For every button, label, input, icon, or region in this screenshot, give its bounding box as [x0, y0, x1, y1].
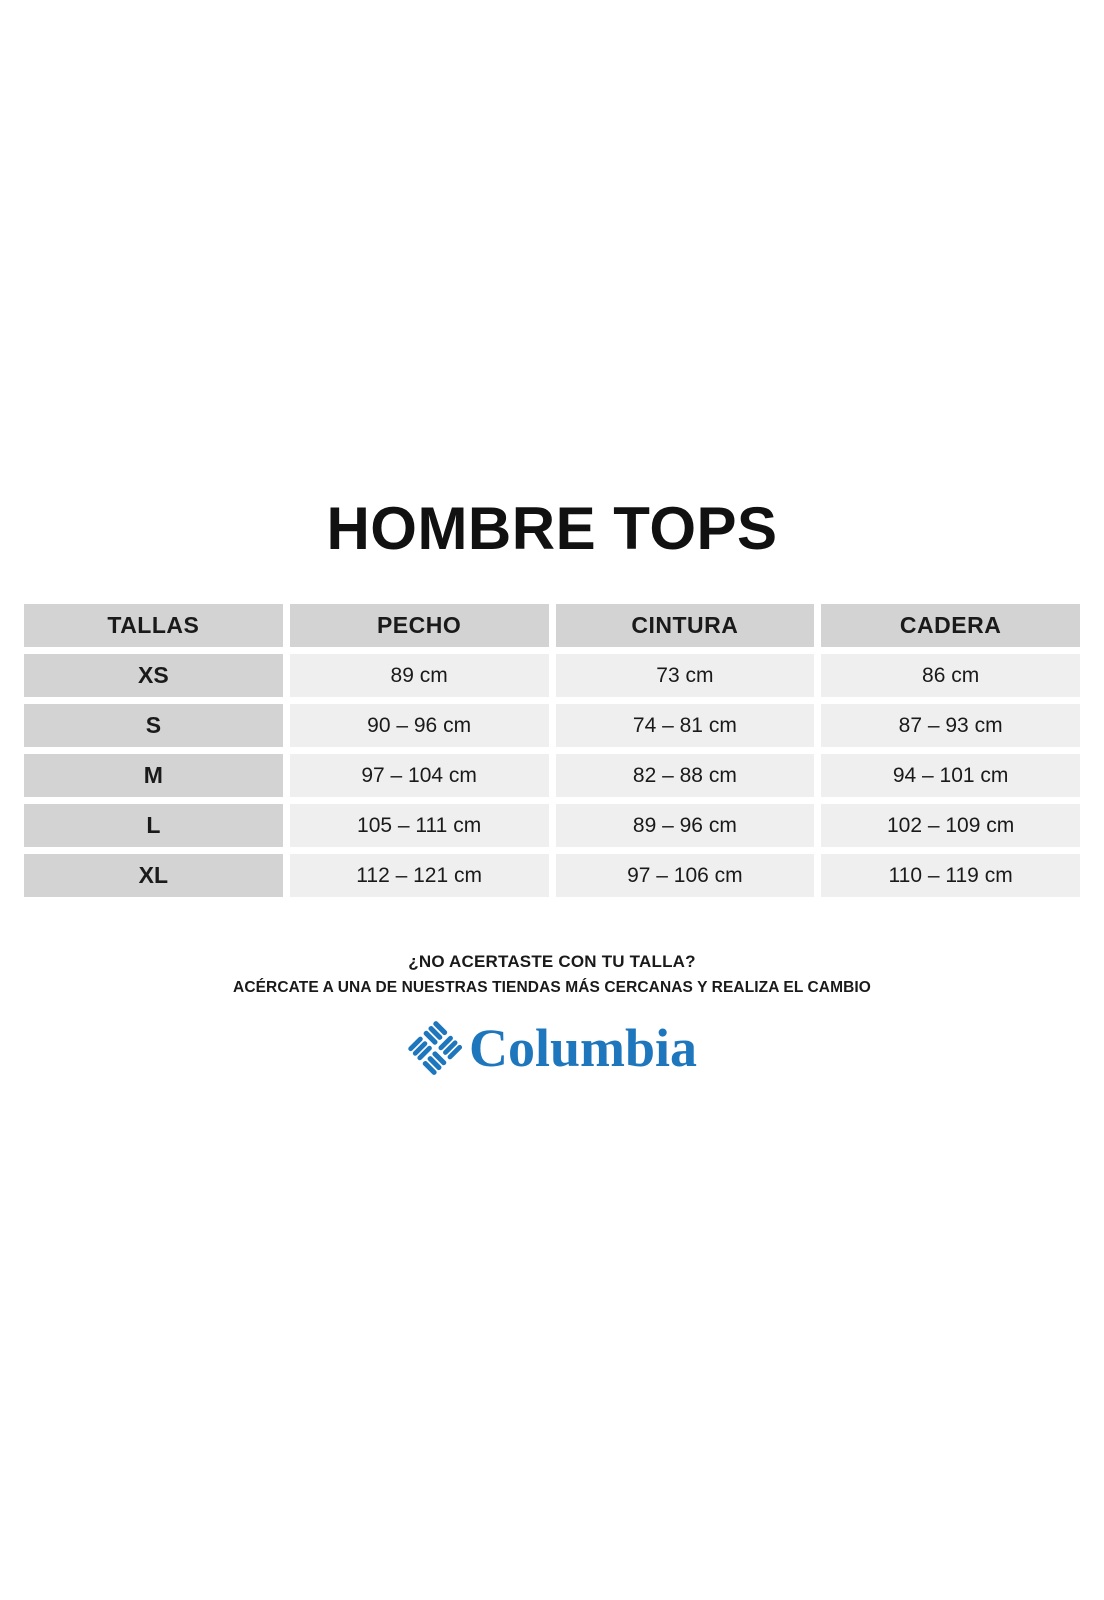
cadera-value-xl: 110 – 119 cm	[821, 854, 1080, 897]
pecho-value-xl: 112 – 121 cm	[289, 854, 549, 897]
columbia-diamond-logo-icon	[407, 1017, 463, 1079]
cadera-value-m: 94 – 101 cm	[821, 754, 1080, 797]
cintura-value-l: 89 – 96 cm	[555, 804, 815, 847]
cadera-value-l: 102 – 109 cm	[821, 804, 1080, 847]
cintura-value-xl: 97 – 106 cm	[555, 854, 815, 897]
size-cell-l: L	[24, 804, 283, 847]
column-header-cadera: CADERA	[821, 604, 1080, 647]
size-cell-s: S	[24, 704, 283, 747]
columbia-logo: Columbia	[0, 1017, 1104, 1079]
pecho-value-s: 90 – 96 cm	[289, 704, 549, 747]
pecho-value-m: 97 – 104 cm	[289, 754, 549, 797]
column-header-pecho: PECHO	[289, 604, 549, 647]
brand-name: Columbia	[468, 1018, 698, 1078]
size-cell-xs: XS	[24, 654, 283, 697]
footer-instruction: ACÉRCATE A UNA DE NUESTRAS TIENDAS MÁS C…	[233, 979, 871, 996]
size-cell-xl: XL	[24, 854, 283, 897]
column-header-tallas: TALLAS	[24, 604, 283, 647]
cintura-value-s: 74 – 81 cm	[555, 704, 815, 747]
cintura-value-xs: 73 cm	[555, 654, 815, 697]
column-header-cintura: CINTURA	[555, 604, 815, 647]
pecho-value-xs: 89 cm	[289, 654, 549, 697]
cadera-value-xs: 86 cm	[821, 654, 1080, 697]
size-chart-table: TALLAS PECHO CINTURA CADERA XS 89 cm 73 …	[24, 604, 1080, 897]
pecho-value-l: 105 – 111 cm	[289, 804, 549, 847]
page-title: HOMBRE TOPS	[326, 495, 778, 562]
footer-note: ¿NO ACERTASTE CON TU TALLA? ACÉRCATE A U…	[0, 952, 1104, 997]
size-cell-m: M	[24, 754, 283, 797]
cadera-value-s: 87 – 93 cm	[821, 704, 1080, 747]
cintura-value-m: 82 – 88 cm	[555, 754, 815, 797]
footer-question: ¿NO ACERTASTE CON TU TALLA?	[408, 952, 696, 971]
